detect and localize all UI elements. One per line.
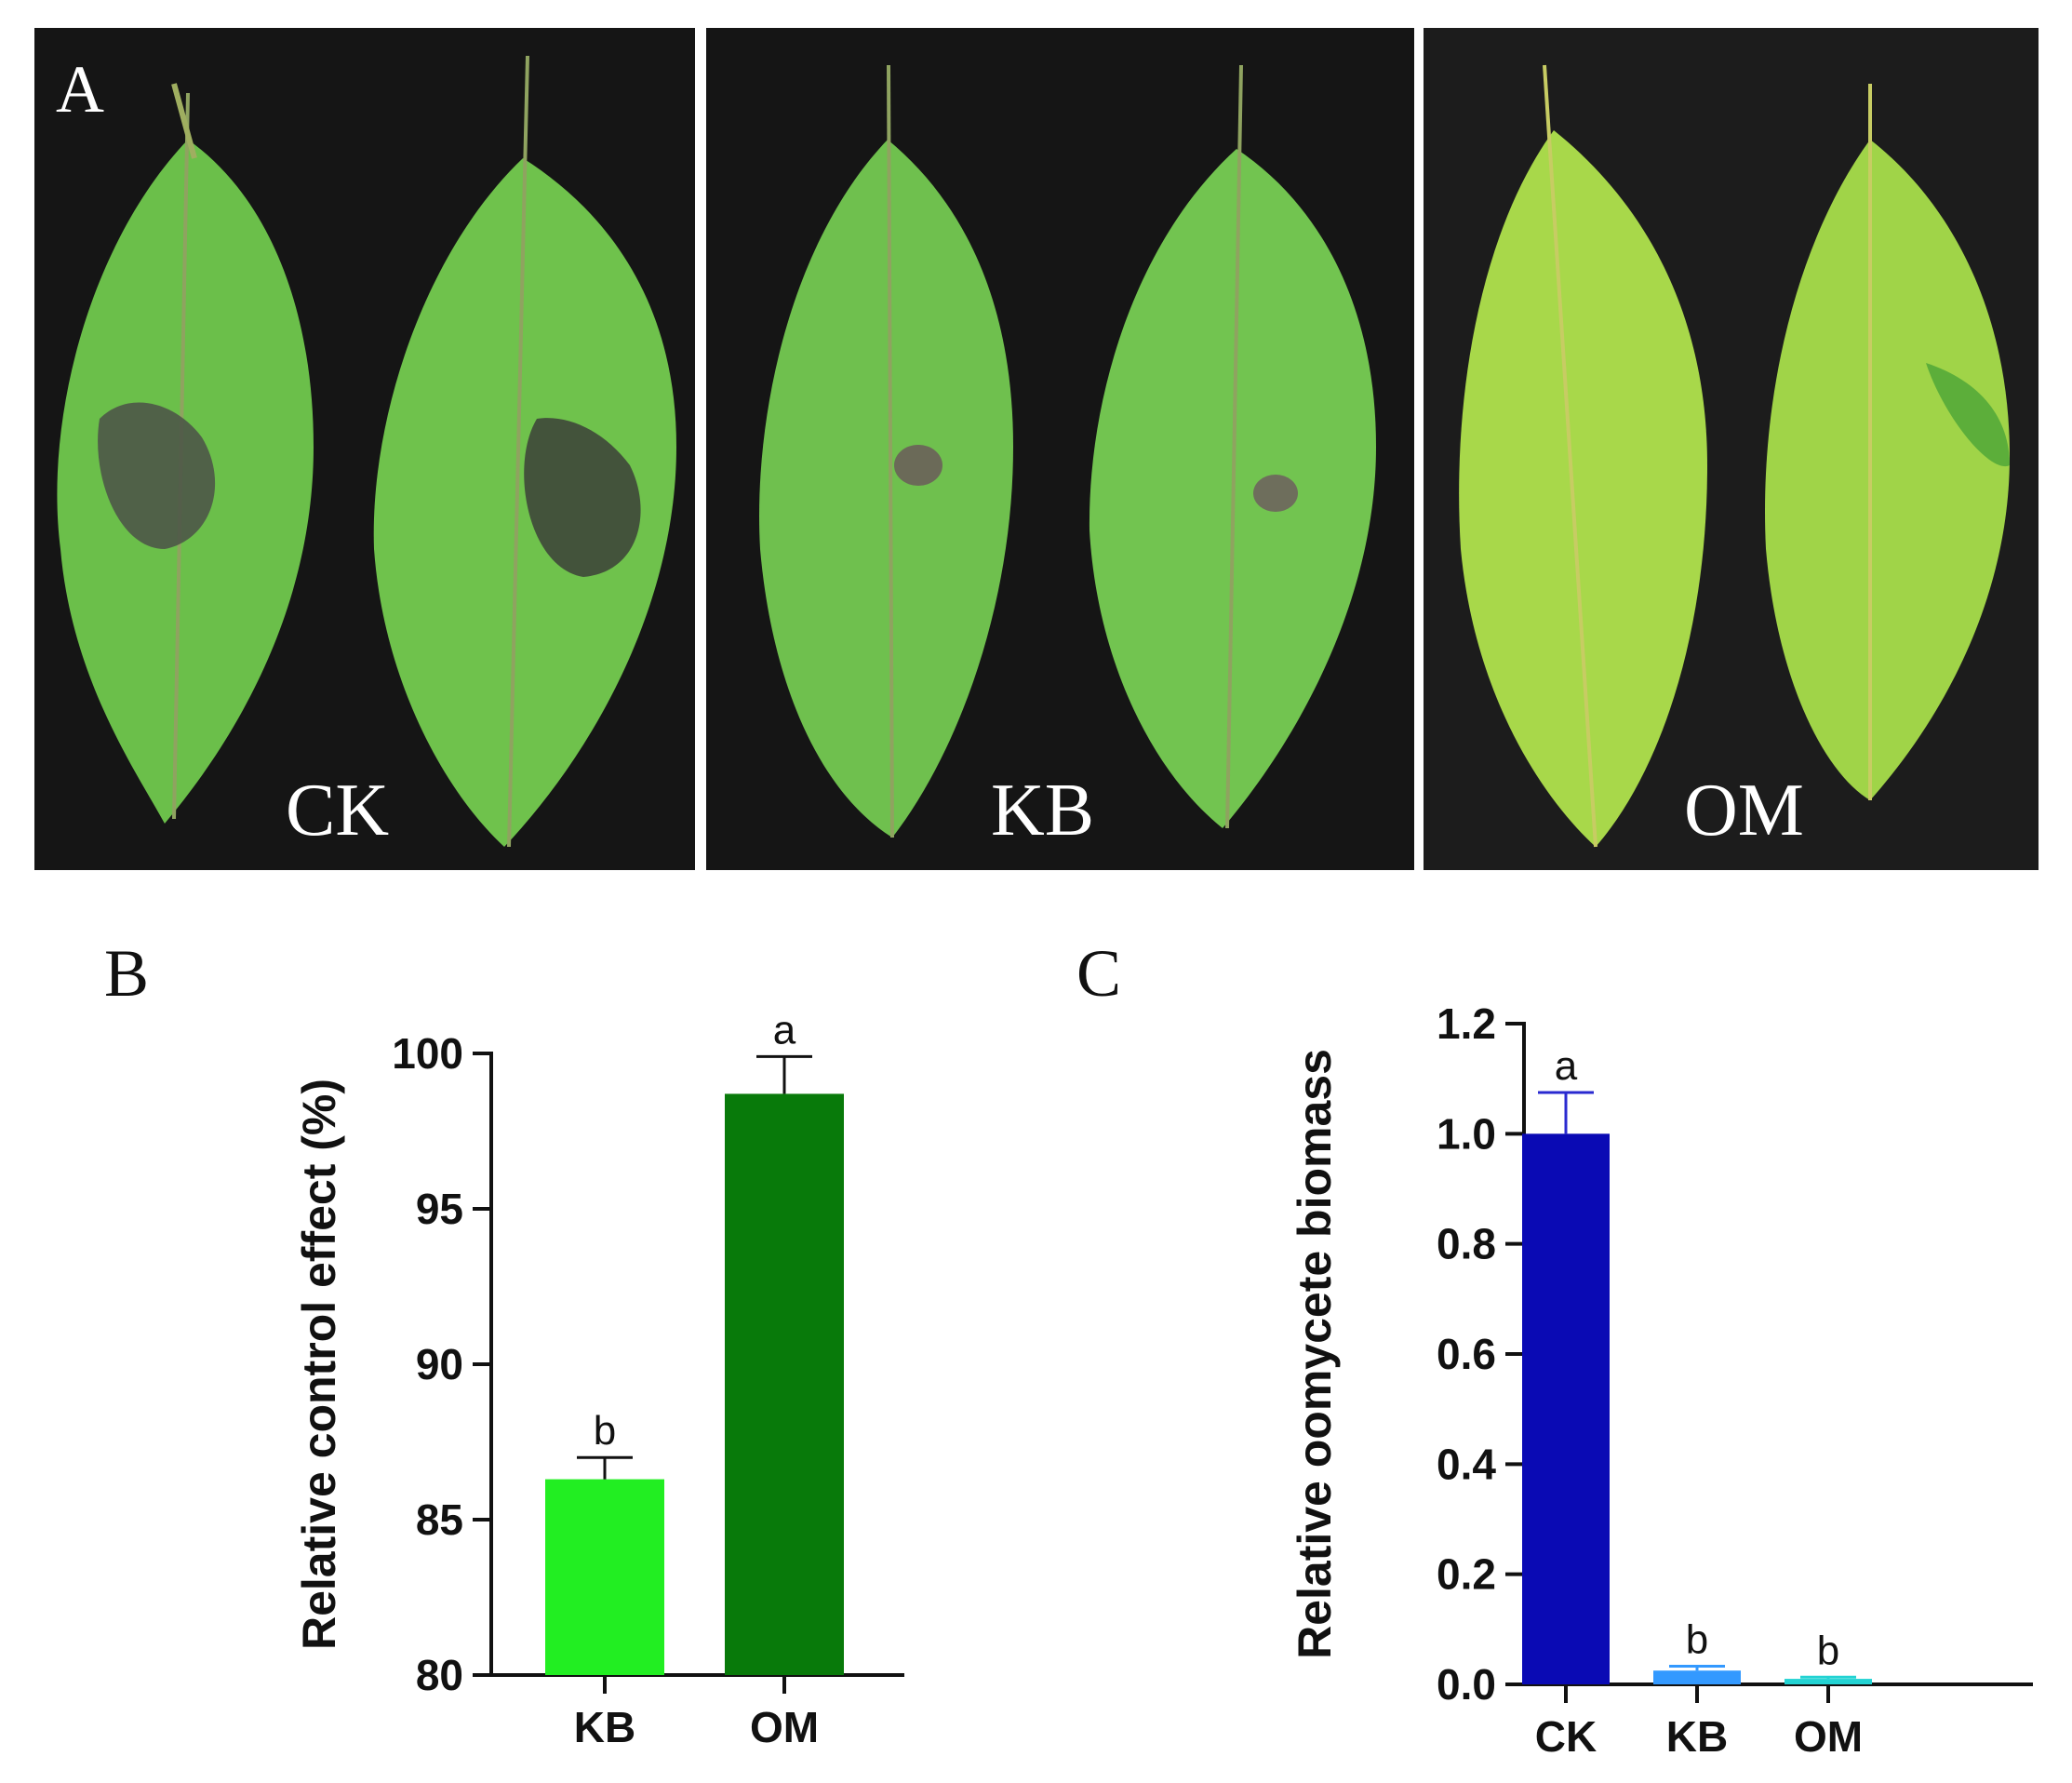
leaf-shape [1764,140,2010,800]
x-tick-label: CK [1535,1712,1597,1761]
significance-label: a [773,1007,796,1052]
lesion-spot [894,445,942,486]
x-tick-label: OM [750,1703,819,1751]
photo-kb: KB [706,28,1414,870]
leaf-shape [1459,130,1707,847]
lesion-spot [98,402,216,549]
significance-label: b [1686,1616,1708,1662]
y-tick-label: 0.8 [1437,1220,1496,1268]
photo-om: OM [1424,28,2039,870]
y-axis-title: Relative oomycete biomass [1289,1049,1341,1659]
leaf-shape [373,158,676,847]
y-tick-label: 95 [416,1185,463,1233]
y-axis-title: Relative control effect (%) [293,1079,345,1650]
panel-label-b: B [104,936,150,1011]
bar-om [725,1093,844,1675]
y-tick-label: 0.0 [1437,1660,1496,1709]
panel-label-a: A [56,52,104,127]
leaf-pair-kb-illustration [759,64,1376,838]
y-tick-label: 85 [416,1495,463,1544]
leaf-pair-ck-illustration [57,55,676,848]
lesion-spot [1253,475,1298,512]
lesion-spot [524,418,641,577]
y-tick-label: 0.2 [1437,1550,1496,1599]
y-tick-label: 1.2 [1437,999,1496,1048]
x-tick-label: KB [1666,1712,1728,1761]
chart-c: 0.0 0.2 0.4 0.6 0.8 1.0 1.2 a CK b KB b OM Relative o… [1289,999,2033,1761]
photo-caption-ck: CK [286,770,390,851]
y-tick-label: 90 [416,1340,463,1388]
leaf-pair-om-illustration [1459,64,2010,848]
x-tick-label: KB [574,1703,635,1751]
y-tick-label: 100 [392,1029,463,1078]
bar-ck [1522,1133,1610,1684]
photo-ck: CK [34,28,695,870]
bar-kb [1653,1670,1741,1684]
y-tick-label: 80 [416,1651,463,1699]
y-tick-label: 0.6 [1437,1330,1496,1378]
x-tick-label: OM [1794,1712,1863,1761]
significance-label: b [594,1408,616,1454]
panel-label-c: C [1076,936,1122,1011]
significance-label: b [1817,1628,1839,1673]
bar-om [1785,1679,1872,1684]
photo-caption-om: OM [1684,770,1804,851]
y-tick-label: 1.0 [1437,1109,1496,1158]
chart-b: 80 85 90 95 100 b KB a OM Relative control effect… [293,1007,904,1751]
y-tick-label: 0.4 [1437,1440,1496,1488]
significance-label: a [1555,1043,1578,1089]
photo-caption-kb: KB [991,770,1095,851]
leaf-shape [759,140,1013,838]
bar-kb [545,1479,664,1675]
